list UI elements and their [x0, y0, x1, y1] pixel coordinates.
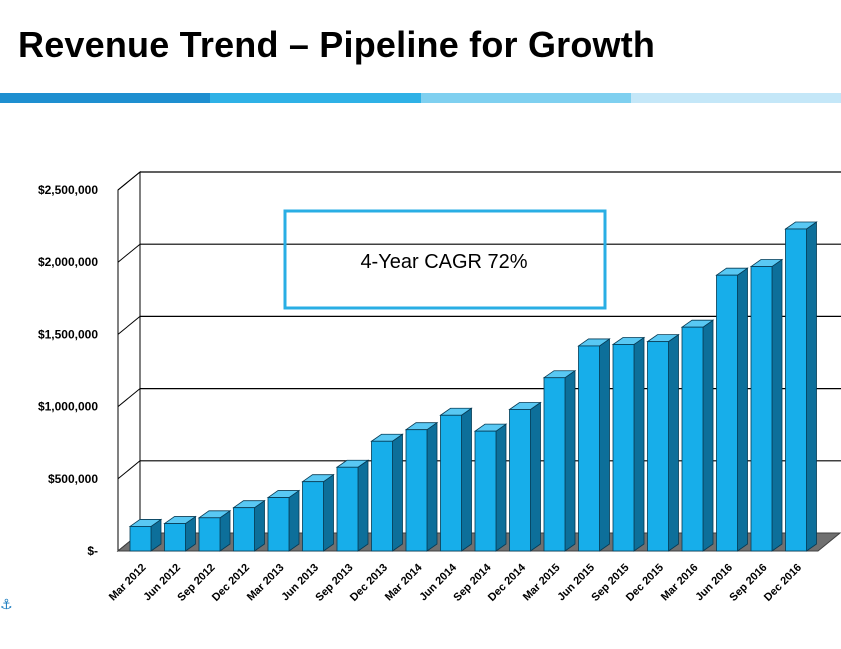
bar-side [530, 401, 541, 552]
y-tick-label: $1,000,000 [38, 400, 98, 414]
gridline-depth [117, 460, 141, 480]
bar [542, 369, 577, 552]
bar-side [599, 338, 610, 552]
bar [646, 333, 680, 552]
bar-front [198, 517, 221, 552]
bar-side [633, 336, 645, 552]
bar-side [737, 267, 748, 552]
bar [439, 407, 473, 552]
bar [473, 423, 508, 552]
bar-front [129, 526, 152, 552]
bar-front [164, 523, 186, 552]
bar-front [371, 440, 393, 552]
bar [784, 221, 818, 552]
bar [715, 267, 749, 552]
bar-side [806, 221, 817, 552]
bar-front [612, 344, 635, 552]
cagr-annotation-box [283, 209, 607, 310]
bar-side [254, 499, 265, 552]
bar-front [578, 345, 600, 552]
cagr-annotation-text: 4-Year CAGR 72% [360, 251, 527, 273]
bar [335, 459, 370, 552]
bar-side [771, 258, 783, 552]
bar [404, 421, 439, 552]
bar-side [702, 319, 714, 552]
slide-title: Revenue Trend – Pipeline for Growth [18, 24, 656, 65]
plot-area: $- $500,000 $1,000,000 $1,500,000 $2,000,000… [38, 170, 841, 604]
bar-side [564, 369, 576, 552]
bar [370, 433, 404, 552]
bar-front [440, 414, 462, 552]
accent-segment-3 [420, 93, 631, 103]
bar-side [495, 423, 507, 552]
bar [197, 510, 232, 552]
bar [680, 319, 715, 552]
title-accent-bar [0, 93, 841, 103]
y-tick-label: $2,000,000 [38, 255, 98, 269]
bar-front [543, 377, 566, 552]
accent-segment-1 [0, 93, 211, 103]
x-tick-label: Dec 2015 [624, 562, 666, 604]
x-tick-label: Dec 2013 [348, 562, 390, 604]
side-wall [117, 170, 141, 553]
anchor-icon: ⚓ [0, 597, 13, 613]
gridline-depth [117, 243, 141, 263]
bar [577, 338, 611, 552]
bar-front [233, 507, 255, 552]
bar-front [336, 466, 359, 552]
bar [163, 515, 197, 552]
gridline-depth [117, 316, 141, 335]
gridline-depth [117, 388, 141, 407]
bar-side [288, 489, 300, 552]
bar-front [509, 409, 531, 552]
accent-segment-4 [630, 93, 841, 103]
y-tick-label: $500,000 [48, 472, 98, 486]
bar-front [302, 481, 324, 552]
y-tick-label: $2,500,000 [38, 183, 98, 197]
bar-side [426, 421, 438, 552]
bar-side [668, 333, 679, 552]
x-tick-label: Dec 2016 [762, 562, 804, 604]
bar-front [474, 430, 497, 552]
bar-front [785, 228, 807, 552]
bar-front [647, 341, 669, 552]
bar-front [405, 429, 428, 552]
bar-front [750, 266, 773, 552]
y-tick-label: $1,500,000 [38, 327, 98, 341]
bar [749, 258, 784, 552]
y-tick-label: $- [87, 544, 98, 558]
x-tick-label: Dec 2012 [210, 562, 252, 604]
bar [232, 499, 266, 552]
bar [301, 473, 335, 552]
bar [508, 401, 542, 552]
bar [611, 336, 646, 552]
bar-front [716, 274, 738, 552]
bar-front [267, 497, 290, 552]
gridline-depth [117, 171, 141, 191]
bar [128, 518, 163, 552]
bar-side [323, 473, 334, 552]
bar-front [681, 326, 704, 552]
bar-side [357, 459, 369, 552]
bar-side [392, 433, 403, 552]
bar [266, 489, 301, 552]
accent-segment-2 [210, 93, 421, 103]
bar-side [461, 407, 472, 552]
